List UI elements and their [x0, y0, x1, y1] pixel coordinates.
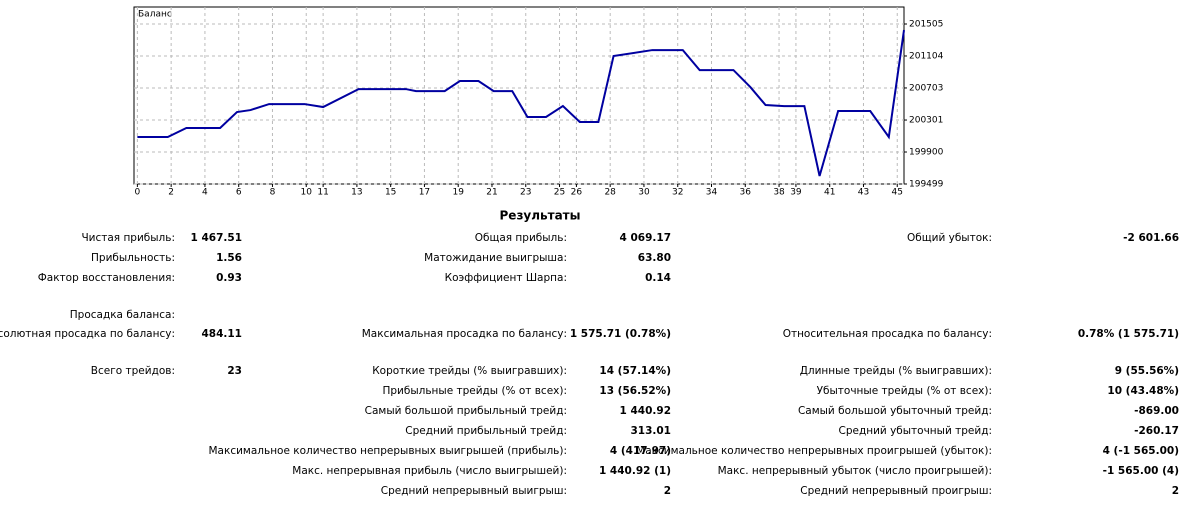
- y-tick-label: 201104: [909, 51, 944, 61]
- x-tick-label: 34: [706, 188, 718, 198]
- result-label: Общий убыток:: [907, 232, 992, 244]
- x-tick-label: 26: [571, 188, 583, 198]
- result-label: Относительная просадка по балансу:: [783, 328, 992, 340]
- x-tick-label: 38: [773, 188, 785, 198]
- result-label: Длинные трейды (% выигравших):: [800, 365, 992, 377]
- x-tick-label: 17: [419, 188, 430, 198]
- result-label: Максимальное количество непрерывных выиг…: [209, 445, 568, 457]
- x-tick-label: 10: [301, 188, 313, 198]
- result-label: Убыточные трейды (% от всех):: [817, 385, 992, 397]
- x-tick-label: 36: [740, 188, 752, 198]
- result-label: Общая прибыль:: [475, 232, 567, 244]
- result-label: Короткие трейды (% выигравших):: [372, 365, 567, 377]
- result-value: 1.56: [216, 252, 242, 264]
- result-value: 14 (57.14%): [599, 365, 671, 377]
- result-value: 313.01: [630, 425, 671, 437]
- x-tick-label: 23: [520, 188, 531, 198]
- x-tick-label: 43: [858, 188, 869, 198]
- result-label: Прибыльные трейды (% от всех):: [382, 385, 567, 397]
- result-label: Коэффициент Шарпа:: [445, 272, 567, 284]
- result-value: 1 467.51: [191, 232, 242, 244]
- x-tick-label: 28: [604, 188, 616, 198]
- y-tick-label: 199900: [909, 148, 944, 158]
- result-value: 1 440.92: [620, 405, 671, 417]
- result-value: 0.93: [216, 272, 242, 284]
- result-label: Матожидание выигрыша:: [424, 252, 567, 264]
- balance-line: [137, 29, 905, 177]
- result-value: 23: [227, 365, 242, 377]
- result-value: 1 440.92 (1): [599, 465, 671, 477]
- x-tick-label: 2: [168, 188, 174, 198]
- result-label: Максимальная просадка по балансу:: [362, 328, 567, 340]
- result-value: 63.80: [638, 252, 671, 264]
- result-label: Макс. непрерывная прибыль (число выигрыш…: [292, 465, 567, 477]
- result-value: 4 (-1 565.00): [1103, 445, 1179, 457]
- x-tick-label: 13: [351, 188, 362, 198]
- result-label: Макс. непрерывный убыток (число проигрыш…: [718, 465, 992, 477]
- y-tick-label: 201505: [909, 19, 943, 29]
- result-value: 4 (417.97): [610, 445, 671, 457]
- result-value: -869.00: [1134, 405, 1179, 417]
- y-tick-label: 199499: [909, 180, 944, 190]
- x-tick-label: 32: [672, 188, 683, 198]
- result-value: 0.14: [645, 272, 671, 284]
- x-tick-label: 15: [385, 188, 396, 198]
- x-tick-label: 19: [452, 188, 464, 198]
- x-tick-label: 0: [135, 188, 141, 198]
- result-value: 2: [1172, 485, 1179, 497]
- plot-frame: [133, 6, 905, 185]
- result-value: 13 (56.52%): [599, 385, 671, 397]
- result-label: Абсолютная просадка по балансу:: [0, 328, 175, 340]
- result-value: -2 601.66: [1123, 232, 1179, 244]
- result-label: Фактор восстановления:: [38, 272, 175, 284]
- x-tick-label: 8: [270, 188, 276, 198]
- x-tick-label: 41: [824, 188, 835, 198]
- y-tick-label: 200703: [909, 83, 943, 93]
- result-label: Средний непрерывный проигрыш:: [800, 485, 992, 497]
- result-label: Чистая прибыль:: [81, 232, 175, 244]
- result-label: Самый большой убыточный трейд:: [798, 405, 992, 417]
- y-tick-label: 200301: [909, 116, 943, 126]
- result-value: 484.11: [201, 328, 242, 340]
- result-label: Максимальное количество непрерывных прои…: [636, 445, 992, 457]
- x-tick-label: 6: [236, 188, 242, 198]
- x-tick-label: 45: [892, 188, 903, 198]
- result-label: Всего трейдов:: [91, 365, 175, 377]
- chart-title: Баланс: [138, 10, 172, 20]
- result-value: 4 069.17: [620, 232, 671, 244]
- result-label: Средний убыточный трейд:: [839, 425, 992, 437]
- x-tick-label: 39: [790, 188, 802, 198]
- result-value: -260.17: [1134, 425, 1179, 437]
- result-label: Просадка баланса:: [70, 309, 175, 321]
- result-label: Самый большой прибыльный трейд:: [365, 405, 567, 417]
- result-label: Средний прибыльный трейд:: [405, 425, 567, 437]
- result-value: 0.78% (1 575.71): [1078, 328, 1179, 340]
- result-value: 9 (55.56%): [1115, 365, 1179, 377]
- result-value: -1 565.00 (4): [1103, 465, 1179, 477]
- result-value: 1 575.71 (0.78%): [570, 328, 671, 340]
- results-title: Результаты: [500, 209, 581, 223]
- x-tick-label: 4: [202, 188, 208, 198]
- result-label: Средний непрерывный выигрыш:: [381, 485, 567, 497]
- result-value: 2: [664, 485, 671, 497]
- x-tick-label: 25: [554, 188, 565, 198]
- x-tick-label: 11: [317, 188, 328, 198]
- x-tick-label: 21: [486, 188, 497, 198]
- result-value: 10 (43.48%): [1107, 385, 1179, 397]
- x-tick-label: 30: [638, 188, 650, 198]
- result-label: Прибыльность:: [91, 252, 175, 264]
